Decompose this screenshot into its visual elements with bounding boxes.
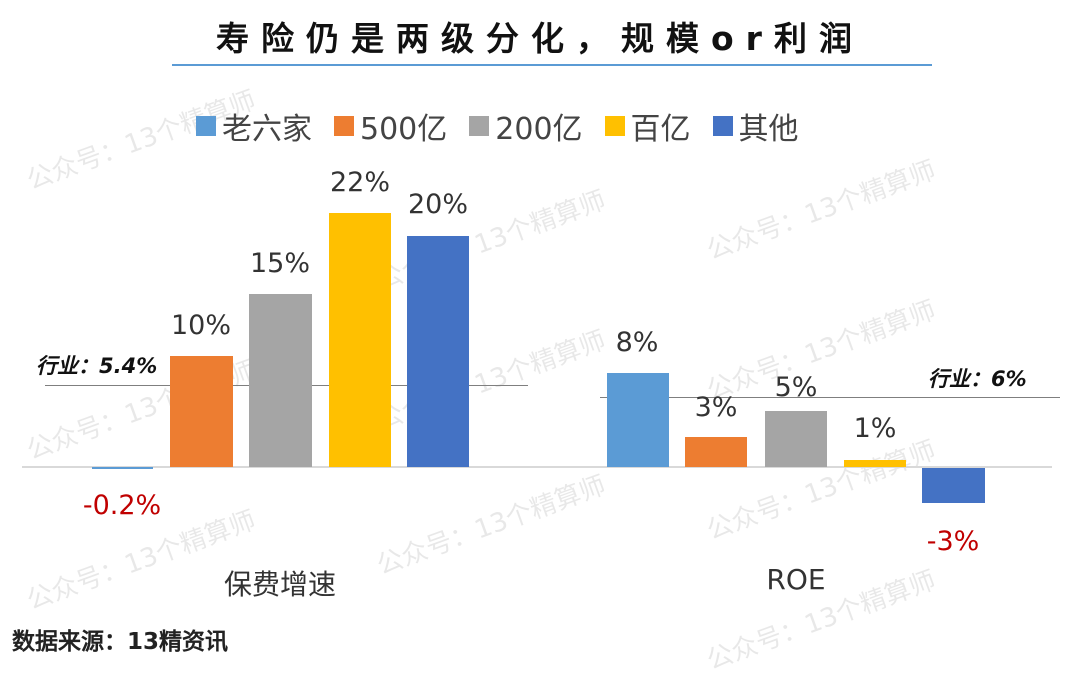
x-axis-baseline: [22, 466, 1052, 468]
bar-growth-lao6: [92, 467, 153, 469]
data-label: 10%: [170, 310, 231, 341]
chart-legend: 老六家 500亿 200亿 百亿 其他: [196, 104, 799, 148]
data-label: 1%: [853, 413, 897, 444]
bar-roe-100: [844, 460, 906, 467]
legend-label: 其他: [738, 112, 799, 147]
bar-roe-200: [765, 411, 827, 467]
data-source-note: 数据来源：13精资讯: [12, 629, 229, 655]
legend-swatch-icon: [334, 116, 354, 136]
title-underline: [172, 64, 932, 66]
bar-roe-500: [685, 437, 747, 467]
industry-label-roe: 行业：6%: [928, 367, 1027, 391]
data-label: -3%: [926, 526, 980, 557]
data-label: -0.2%: [82, 490, 162, 521]
data-label: 22%: [329, 167, 390, 198]
data-label: 5%: [774, 372, 818, 403]
legend-item-lao6: 老六家: [196, 104, 312, 148]
bar-growth-100: [329, 213, 391, 467]
bar-roe-lao6: [607, 373, 669, 467]
data-label: 15%: [249, 248, 310, 279]
watermark: 公众号：13个精算师: [702, 155, 940, 267]
legend-label: 200亿: [495, 112, 583, 147]
bar-roe-other: [922, 468, 985, 503]
chart-title: 寿险仍是两级分化，规模or利润: [216, 19, 864, 58]
industry-label-growth: 行业：5.4%: [36, 354, 158, 378]
bar-growth-500: [170, 356, 233, 467]
data-label: 20%: [407, 189, 468, 220]
legend-swatch-icon: [604, 116, 625, 136]
legend-swatch-icon: [469, 116, 490, 136]
category-label-roe: ROE: [766, 563, 826, 596]
legend-item-200: 200亿: [469, 104, 583, 148]
legend-item-500: 500亿: [334, 104, 447, 148]
legend-label: 老六家: [222, 112, 312, 147]
industry-line-roe: [600, 397, 1060, 398]
legend-label: 500亿: [360, 112, 448, 147]
legend-item-other: 其他: [712, 104, 799, 148]
bar-growth-other: [407, 236, 469, 467]
legend-label: 百亿: [630, 112, 691, 147]
data-label: 3%: [694, 392, 738, 423]
legend-item-100: 百亿: [604, 104, 691, 148]
category-label-growth: 保费增速: [223, 568, 336, 601]
watermark: 公众号：13个精算师: [372, 470, 610, 582]
data-label: 8%: [615, 327, 659, 358]
legend-swatch-icon: [712, 116, 733, 136]
bar-growth-200: [249, 294, 312, 467]
legend-swatch-icon: [196, 116, 216, 136]
